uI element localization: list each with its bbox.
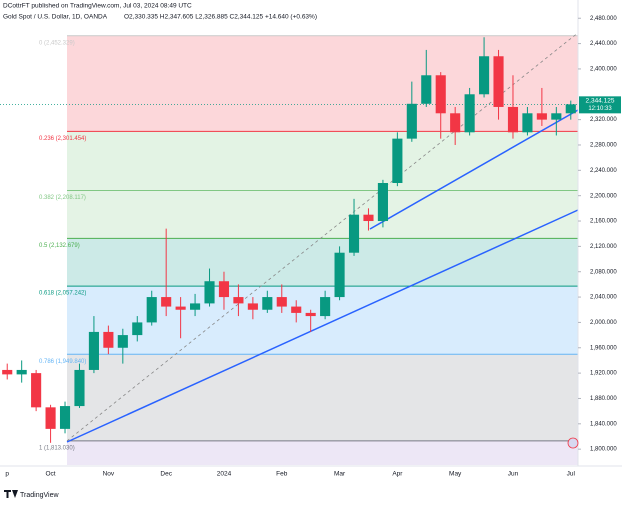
fib-zone — [67, 35, 578, 132]
brand: TradingView — [20, 492, 59, 499]
fib-label: 0.5 (2,132.679) — [39, 243, 80, 249]
fib-label: 0.236 (2,301.454) — [39, 136, 86, 142]
price-tag — [579, 96, 621, 114]
candle-body — [276, 297, 287, 307]
candle-body — [507, 106, 519, 133]
y-tick-label: 2,200.000 — [590, 193, 617, 199]
fib-zone — [67, 286, 578, 355]
fib-zone — [67, 440, 578, 465]
candle-body — [291, 306, 302, 313]
y-tick-label: 1,880.000 — [590, 396, 617, 402]
candle-body — [146, 297, 157, 323]
candle-body — [377, 183, 388, 222]
x-tick-label: Nov — [103, 471, 115, 478]
flag-icon[interactable] — [567, 437, 579, 449]
candle-body — [2, 369, 13, 375]
y-tick-label: 2,000.000 — [590, 320, 617, 326]
trend-line — [66, 209, 579, 443]
y-tick-label: 2,080.000 — [590, 269, 617, 275]
y-tick-label: 1,800.000 — [590, 447, 617, 453]
candle-body — [522, 113, 533, 133]
fib-label: 0.382 (2,208.117) — [39, 195, 86, 201]
candle-body — [464, 94, 475, 133]
symbol-title: Gold Spot / U.S. Dollar, 1D, OANDA — [3, 14, 108, 21]
y-tick-label: 2,400.000 — [590, 67, 617, 73]
publisher: DCottrFT published on TradingView.com, J… — [3, 3, 192, 10]
candle-body — [450, 113, 461, 133]
candle-body — [31, 373, 42, 408]
candle-body — [363, 214, 374, 222]
y-tick-label: 1,920.000 — [590, 371, 617, 377]
candle-body — [117, 335, 128, 348]
y-tick-label: 2,040.000 — [590, 295, 617, 301]
candle-body — [161, 297, 172, 307]
y-tick-label: 2,440.000 — [590, 41, 617, 47]
price-tag-label: 2,344.125 — [586, 98, 615, 105]
fib-zone — [67, 131, 578, 191]
brand-logo — [4, 490, 18, 498]
candle-body — [132, 322, 143, 336]
fib-label: 0 (2,452.329) — [39, 40, 75, 46]
fib-trend — [66, 32, 579, 442]
y-tick-label: 1,960.000 — [590, 345, 617, 351]
candle-body — [551, 113, 562, 120]
y-tick-label: 2,160.000 — [590, 219, 617, 225]
y-tick-label: 2,320.000 — [590, 117, 617, 123]
candle-body — [262, 297, 273, 310]
candle-body — [88, 331, 99, 370]
y-tick-label: 2,120.000 — [590, 244, 617, 250]
candle-body — [45, 407, 56, 429]
candle-body — [348, 214, 360, 253]
x-tick-label: Oct — [46, 471, 56, 478]
fib-zone — [67, 190, 578, 239]
candle-body — [406, 103, 417, 139]
y-tick-label: 1,840.000 — [590, 421, 617, 427]
fib-zone — [67, 238, 578, 287]
fib-label: 0.618 (2,057.242) — [39, 291, 86, 297]
fib-label: 1 (1,813.030) — [39, 445, 75, 451]
x-tick-label: May — [449, 471, 462, 478]
candle-body — [536, 113, 547, 120]
candle-body — [247, 303, 258, 310]
candle-body — [392, 138, 403, 184]
x-tick-label: Apr — [392, 471, 403, 478]
fib-label: 0.786 (1,949.840) — [39, 359, 86, 365]
candle-body — [190, 303, 201, 310]
x-tick-label: 2024 — [217, 471, 232, 478]
candle-body — [59, 406, 71, 429]
candle-body — [204, 281, 215, 304]
x-tick-label: Feb — [276, 471, 288, 478]
fib-zone — [67, 354, 578, 441]
x-tick-label: Jun — [508, 471, 519, 478]
candle-body — [305, 312, 316, 317]
candle-body — [435, 75, 446, 114]
countdown: 12:10:33 — [588, 106, 612, 112]
ohlc: O2,330.335 H2,347.605 L2,326.885 C2,344.… — [124, 14, 317, 21]
x-tick-label: Dec — [160, 471, 172, 478]
trend-line — [369, 109, 579, 230]
candle-body — [175, 306, 186, 310]
candle-body — [334, 252, 345, 298]
candle-body — [16, 369, 27, 375]
candle-body — [320, 297, 331, 317]
y-tick-label: 2,480.000 — [590, 16, 617, 22]
candle-body — [233, 297, 244, 304]
x-tick-label: Mar — [334, 471, 346, 478]
candle-body — [479, 56, 490, 95]
x-tick-label: Jul — [567, 471, 576, 478]
x-tick-label: p — [5, 471, 9, 478]
candle-body — [218, 281, 230, 298]
candle-body — [493, 56, 504, 107]
y-tick-label: 2,280.000 — [590, 143, 617, 149]
candle-body — [565, 104, 576, 114]
candle-body — [103, 331, 114, 348]
candle-body — [74, 369, 85, 407]
candle-body — [421, 75, 432, 104]
y-tick-label: 2,240.000 — [590, 168, 617, 174]
plot-area: 0 (2,452.329) 0.236 (2,301.454) 0.382 (2,2… — [0, 32, 579, 465]
